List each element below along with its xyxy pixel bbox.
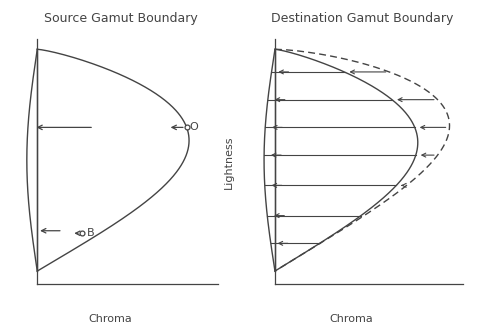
- Text: O: O: [190, 123, 199, 132]
- Text: Chroma: Chroma: [88, 314, 132, 324]
- Text: Lightness: Lightness: [224, 136, 234, 190]
- Title: Source Gamut Boundary: Source Gamut Boundary: [44, 12, 198, 25]
- Title: Destination Gamut Boundary: Destination Gamut Boundary: [271, 12, 454, 25]
- Text: B: B: [86, 228, 94, 238]
- Text: Chroma: Chroma: [329, 314, 373, 324]
